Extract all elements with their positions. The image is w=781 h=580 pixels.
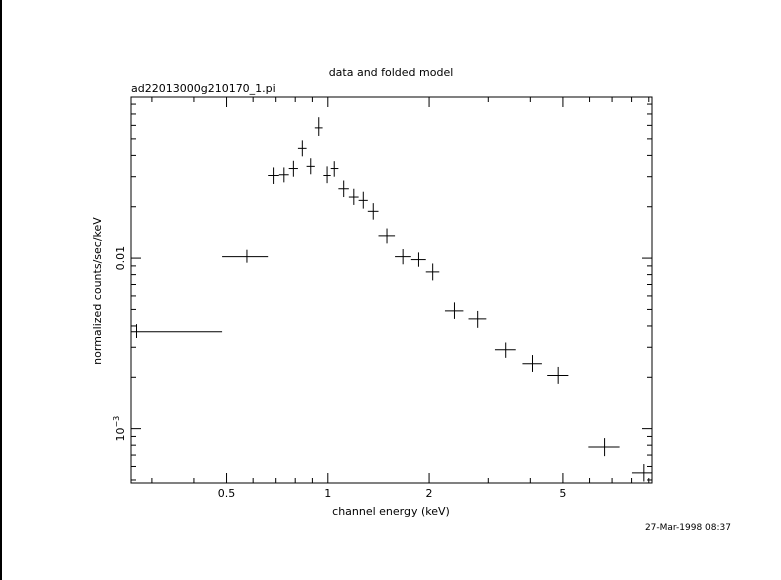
data-point [444, 302, 464, 319]
data-point [278, 167, 289, 183]
data-point [348, 188, 359, 205]
y-axis-label: normalized counts/sec/keV [91, 217, 104, 365]
chart-subtitle: ad22013000g210170_1.pi [131, 82, 276, 95]
chart-title: data and folded model [329, 66, 454, 79]
x-tick-label: 5 [559, 487, 566, 500]
axis-ticks [131, 97, 652, 483]
timestamp: 27-Mar-1998 08:37 [645, 523, 731, 533]
x-tick-label: 0.5 [218, 487, 236, 500]
data-point [425, 263, 440, 281]
data-point [268, 167, 279, 184]
data-point [395, 249, 411, 265]
data-point [522, 355, 542, 372]
data-point [297, 140, 307, 157]
data-point [494, 342, 516, 358]
data-point [588, 438, 620, 457]
data-point [631, 464, 652, 482]
window-left-border [0, 0, 2, 580]
data-point [367, 203, 379, 220]
data-point [306, 158, 315, 175]
data-point [358, 191, 368, 209]
data-point [378, 228, 396, 244]
axis-tick-labels: 0.5 1 2 5 0.01 10−3 [112, 246, 566, 500]
plot-frame [130, 96, 653, 484]
data-point [468, 310, 487, 328]
data-point [131, 324, 223, 338]
x-tick-label: 1 [324, 487, 331, 500]
data-point [547, 366, 569, 384]
x-tick-label: 2 [426, 487, 433, 500]
data-point [288, 160, 298, 177]
data-points [131, 117, 652, 482]
data-point [410, 252, 426, 267]
x-axis-label: channel energy (keV) [332, 505, 450, 518]
data-point [314, 117, 323, 136]
y-tick-label: 10−3 [112, 416, 127, 442]
data-point [330, 161, 339, 177]
data-point [222, 249, 269, 263]
y-tick-label: 0.01 [114, 246, 127, 271]
data-point [323, 166, 331, 184]
data-point [338, 180, 349, 198]
